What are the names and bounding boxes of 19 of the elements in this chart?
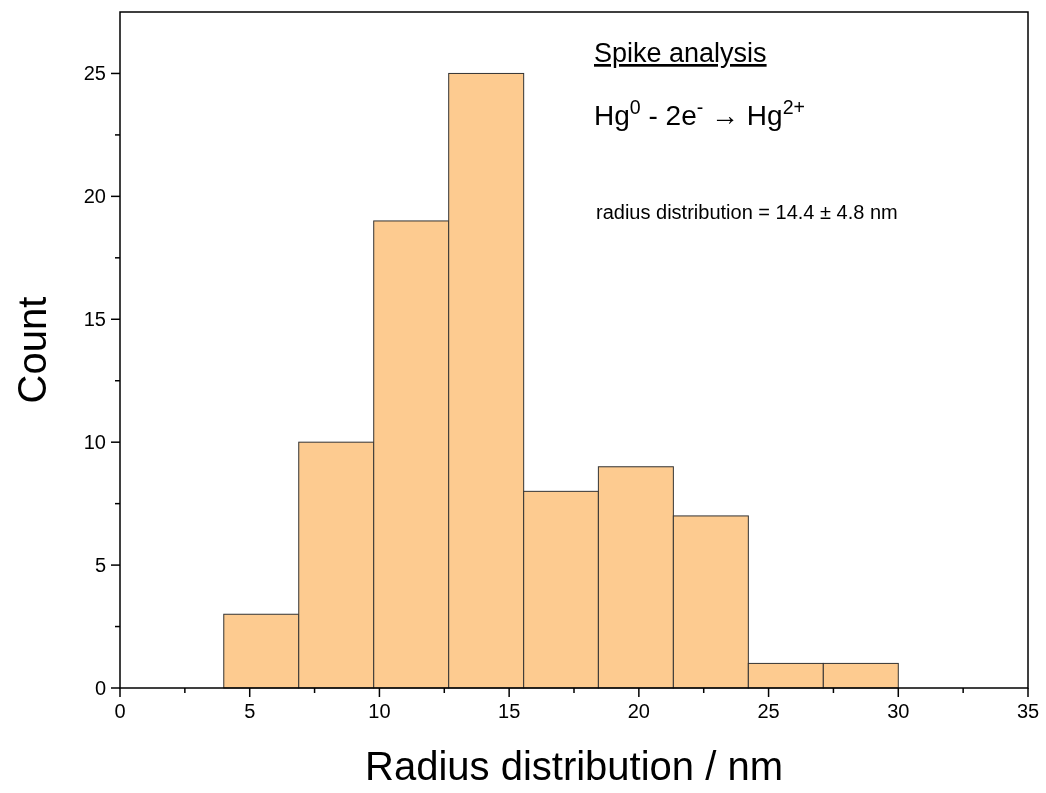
x-tick-label: 20 <box>627 700 650 722</box>
y-tick-label: 20 <box>83 185 106 208</box>
y-tick-label: 5 <box>94 554 106 577</box>
x-tick-label: 25 <box>757 700 780 722</box>
x-tick-label: 10 <box>368 700 391 722</box>
x-tick-label: 0 <box>114 700 126 722</box>
y-axis-title: Count <box>10 296 54 404</box>
x-tick-label: 35 <box>1016 700 1040 722</box>
annotation: Spike analysis <box>594 38 767 68</box>
annotation: Hg$^{0}$ - 2e$^{-}$ → Hg$^{2+}$ <box>594 96 805 131</box>
x-axis-title: Radius distribution / nm <box>365 744 783 788</box>
x-tick-label: 15 <box>498 700 521 722</box>
annotation: radius distribution = 14.4 ± 4.8 nm <box>596 201 898 223</box>
y-tick-label: 25 <box>83 62 106 85</box>
y-tick-label: 15 <box>83 308 106 331</box>
x-tick-label: 5 <box>244 700 256 722</box>
y-tick-label: 10 <box>83 431 106 454</box>
y-tick-label: 0 <box>94 677 106 699</box>
x-tick-label: 30 <box>887 700 910 722</box>
